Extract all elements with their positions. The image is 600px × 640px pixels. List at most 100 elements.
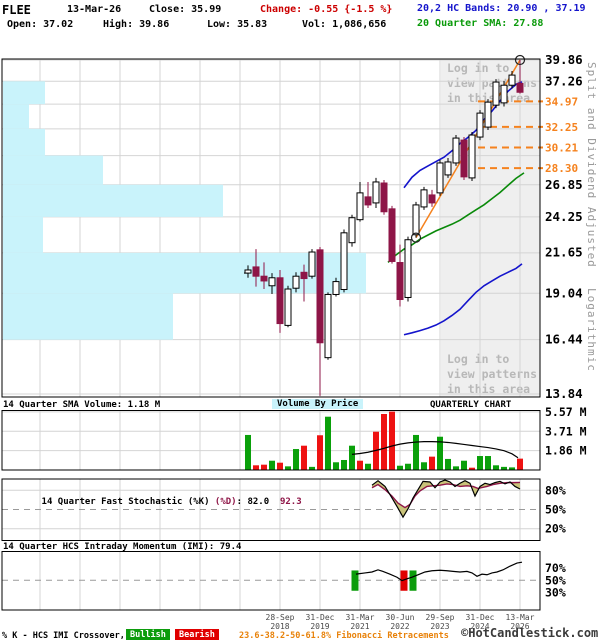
volume-bar xyxy=(461,460,467,470)
stochastic-tick: 20% xyxy=(545,522,566,536)
stochastic-d-value: 92.3 xyxy=(279,497,302,507)
candle-body xyxy=(380,182,388,213)
close-value: Close: 35.99 xyxy=(149,4,222,15)
candle-body xyxy=(468,134,476,179)
candle-body xyxy=(420,189,428,208)
x-axis-label: 30-Jun 2022 xyxy=(385,613,415,631)
volume-bar xyxy=(365,463,371,470)
volume-by-price-bar xyxy=(3,184,223,217)
volume-panel-border xyxy=(1,410,541,471)
volume-bar xyxy=(421,462,427,470)
candle-body xyxy=(340,232,348,291)
low-value: Low: 35.83 xyxy=(207,19,268,30)
volume-bar xyxy=(501,466,507,470)
imi-crossover-bar-bullish xyxy=(351,570,359,591)
stochastic-tick: 80% xyxy=(545,483,566,497)
volume-bar xyxy=(517,458,523,470)
high-value: High: 39.86 xyxy=(103,19,170,30)
candle-body xyxy=(364,196,372,206)
volume-sma-line xyxy=(351,441,519,459)
volume-sma-label: 14 Quarter SMA Volume: 1.18 M xyxy=(3,400,161,410)
fib-price-tick: 28.30 xyxy=(545,162,578,175)
candle-body xyxy=(388,208,396,262)
candle-body xyxy=(460,139,468,178)
pattern-marker-circle xyxy=(514,54,526,66)
x-axis-label: 31-Dec 2024 xyxy=(465,613,495,631)
imi-crossover-bar-bearish xyxy=(400,570,408,591)
volume-bar xyxy=(493,465,499,470)
ticker-symbol: FLEE xyxy=(2,3,31,17)
price-panel-border xyxy=(1,58,541,398)
candle-body xyxy=(316,249,324,344)
price-tick: 19.04 xyxy=(545,285,583,300)
login-prompt[interactable]: view patterns xyxy=(447,76,537,90)
chart-type-label: QUARTERLY CHART xyxy=(430,400,512,410)
stochastic-d-label: (%D) xyxy=(214,497,237,507)
price-tick: 37.26 xyxy=(545,73,583,88)
pattern-marker-circle xyxy=(410,232,422,243)
candle-body xyxy=(476,112,484,138)
stochastic-k-value: : 82.0 xyxy=(236,497,280,507)
login-prompt[interactable]: Log in to xyxy=(447,352,509,366)
volume-bar xyxy=(261,464,267,470)
candle-body xyxy=(300,271,308,280)
volume-bar xyxy=(477,456,483,470)
volume-bar xyxy=(485,456,491,470)
imi-crossover-bar-bullish xyxy=(409,570,417,591)
volume-bar xyxy=(509,467,515,470)
volume-bar xyxy=(349,445,355,470)
volume-by-price-label: Volume By Price xyxy=(272,399,364,409)
adjusted-caption: Split and Dividend Adjusted xyxy=(585,62,598,268)
candle-body xyxy=(396,262,404,301)
volume-bar xyxy=(397,465,403,470)
volume-bar xyxy=(309,466,315,470)
volume-tick: 3.71 M xyxy=(545,424,587,438)
volume-by-price-bar xyxy=(3,128,45,156)
candle-body xyxy=(356,192,364,221)
candle-body xyxy=(292,275,300,289)
login-prompt[interactable]: in this area xyxy=(447,382,530,396)
volume-by-price-bar xyxy=(3,293,173,340)
candle-body xyxy=(244,269,252,274)
bullish-badge: Bullish xyxy=(126,629,170,640)
volume-bar xyxy=(469,467,475,470)
login-prompt[interactable]: view patterns xyxy=(447,367,537,381)
price-tick: 13.84 xyxy=(545,386,583,401)
volume-tick: 1.86 M xyxy=(545,444,587,458)
imi-tick: 70% xyxy=(545,561,566,575)
volume-bar xyxy=(245,434,251,470)
stoch-d-line xyxy=(371,481,521,509)
imi-tick: 50% xyxy=(545,573,566,587)
x-axis-label: 31-Dec 2019 xyxy=(305,613,335,631)
imi-panel-border xyxy=(1,551,541,611)
login-prompt[interactable]: in this area xyxy=(447,91,530,105)
volume-bar xyxy=(269,460,275,470)
volume-bar xyxy=(333,462,339,470)
stochastic-panel-border xyxy=(1,478,541,541)
volume-by-price-bar xyxy=(3,81,45,105)
price-tick: 16.44 xyxy=(545,332,583,347)
candle-body xyxy=(372,181,380,204)
volume-bar xyxy=(325,416,331,470)
imi-label: 14 Quarter HCS Intraday Momentum (IMI): … xyxy=(3,542,242,552)
volume-bar xyxy=(357,460,363,470)
stochastic-label: 14 Quarter Fast Stochastic (%K) xyxy=(41,497,215,507)
price-tick: 39.86 xyxy=(545,52,583,67)
volume-by-price-bar xyxy=(3,216,43,253)
candle-body xyxy=(508,74,516,86)
x-axis-label: 31-Mar 2021 xyxy=(345,613,375,631)
volume-bar xyxy=(285,466,291,470)
candle-body xyxy=(404,239,412,298)
candle-body xyxy=(276,277,284,325)
volume-by-price-bar xyxy=(3,104,29,129)
candle-body xyxy=(412,204,420,236)
volume-tick: 5.57 M xyxy=(545,405,587,419)
change-value: Change: -0.55 {-1.5 %} xyxy=(260,4,393,15)
fib-price-tick: 32.25 xyxy=(545,121,578,134)
candle-body xyxy=(444,161,452,176)
fib-price-tick: 30.21 xyxy=(545,142,578,155)
price-tick: 26.85 xyxy=(545,177,583,192)
login-prompt[interactable]: Log in to xyxy=(447,61,509,75)
